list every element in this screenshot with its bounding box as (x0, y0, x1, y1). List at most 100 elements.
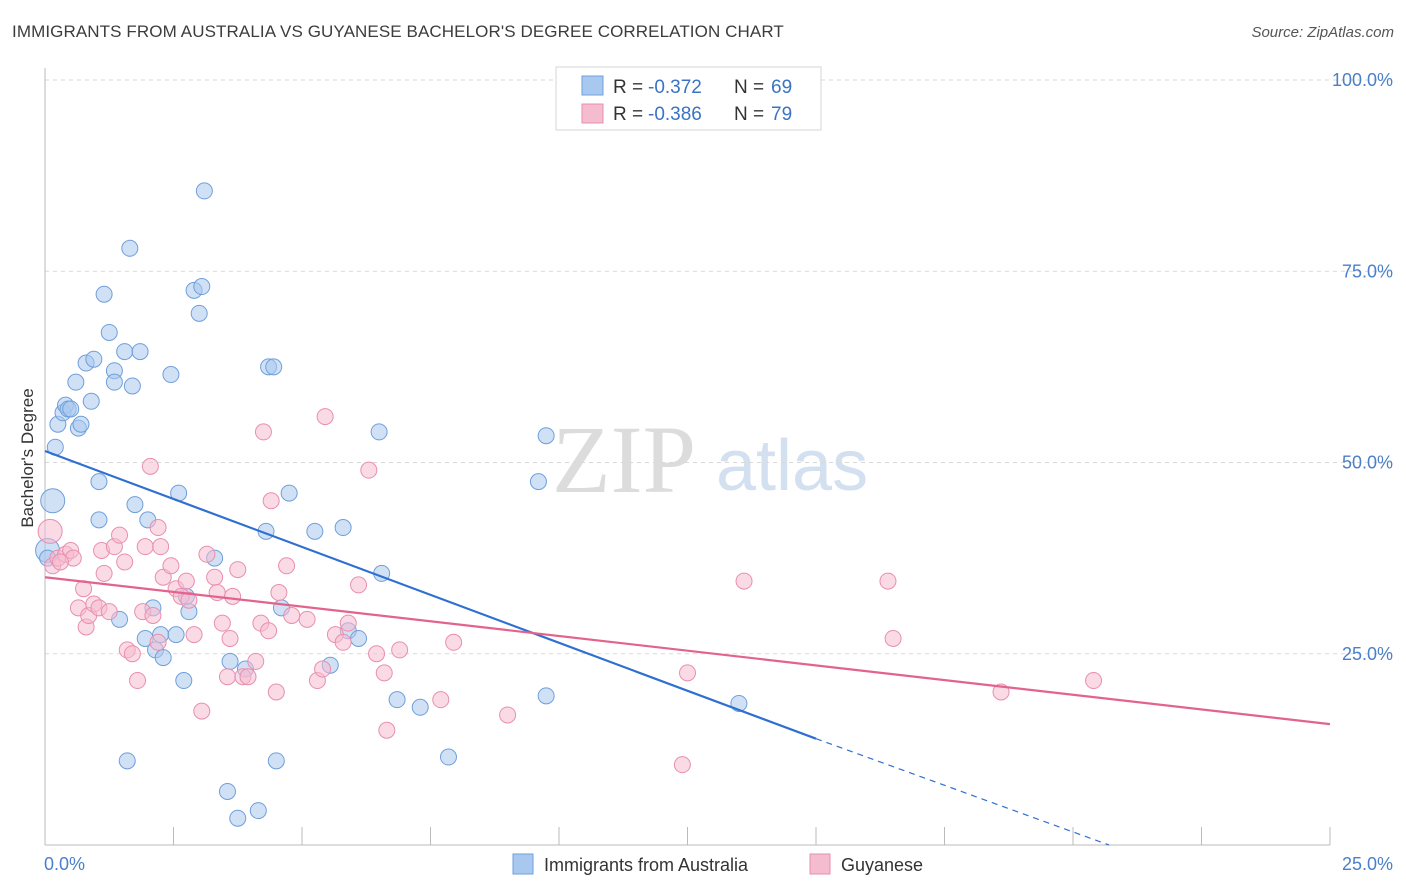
point-guyanese (254, 423, 272, 441)
point-guyanese (149, 633, 167, 651)
point-immigrants-from-australia (131, 343, 149, 361)
point-immigrants-from-australia (82, 392, 100, 410)
point-immigrants-from-australia (167, 626, 185, 644)
point-immigrants-from-australia (40, 488, 66, 514)
point-guyanese (339, 614, 357, 632)
point-guyanese (314, 660, 332, 678)
point-guyanese (679, 664, 696, 682)
legend-n-label-pink: N = (734, 104, 764, 125)
point-immigrants-from-australia (350, 629, 368, 647)
point-immigrants-from-australia (229, 809, 247, 827)
point-immigrants-from-australia (190, 304, 208, 322)
point-guyanese (360, 461, 378, 479)
point-immigrants-from-australia (265, 358, 283, 376)
point-guyanese (375, 664, 393, 682)
point-guyanese (247, 652, 265, 670)
point-guyanese (111, 526, 129, 544)
bottom-legend-label-blue: Immigrants from Australia (544, 855, 749, 875)
point-immigrants-from-australia (90, 473, 108, 491)
point-guyanese (198, 545, 216, 563)
legend-n-label-blue: N = (734, 77, 764, 98)
point-guyanese (221, 629, 239, 647)
top-legend: R = -0.372 N = 69 R = -0.386 N = 79 (555, 66, 822, 131)
point-guyanese (283, 607, 301, 624)
point-guyanese (136, 538, 154, 556)
point-immigrants-from-australia (529, 473, 547, 491)
point-immigrants-from-australia (105, 373, 123, 391)
point-immigrants-from-australia (193, 278, 211, 296)
legend-r-value-pink: -0.386 (648, 104, 702, 125)
source-label: Source: ZipAtlas.com (1251, 24, 1394, 41)
bottom-legend-swatch-pink (809, 853, 831, 875)
grid-lines (45, 79, 1392, 655)
point-immigrants-from-australia (537, 427, 555, 445)
point-guyanese (368, 645, 386, 663)
point-guyanese (735, 572, 753, 590)
point-guyanese (499, 706, 517, 724)
legend-r-label-blue: R = (613, 77, 643, 98)
point-guyanese (218, 668, 236, 686)
point-guyanese (129, 672, 147, 690)
point-guyanese (260, 622, 278, 640)
point-guyanese (51, 553, 69, 571)
x-tick-label-min: 0.0% (44, 854, 85, 874)
point-guyanese (206, 568, 224, 586)
point-immigrants-from-australia (439, 748, 457, 766)
point-immigrants-from-australia (411, 698, 429, 716)
legend-n-value-blue: 69 (771, 77, 792, 98)
point-immigrants-from-australia (175, 672, 193, 690)
point-guyanese (100, 603, 118, 621)
point-guyanese (144, 607, 162, 624)
point-immigrants-from-australia (221, 652, 239, 670)
y-tick-label: 25.0% (1342, 644, 1393, 664)
trend-line-guyanese (44, 576, 1331, 726)
bottom-legend-label-pink: Guyanese (841, 855, 923, 875)
point-guyanese (185, 626, 203, 644)
trend-line-immigrants-from-australia (44, 449, 817, 740)
chart-title: IMMIGRANTS FROM AUSTRALIA VS GUYANESE BA… (12, 22, 784, 41)
point-guyanese (95, 564, 113, 582)
point-immigrants-from-australia (537, 687, 555, 705)
point-immigrants-from-australia (267, 752, 285, 770)
point-guyanese (884, 629, 902, 647)
point-immigrants-from-australia (154, 649, 172, 667)
point-guyanese (350, 576, 368, 594)
point-guyanese (239, 668, 257, 686)
legend-r-label-pink: R = (613, 104, 643, 125)
legend-r-value-blue: -0.372 (648, 77, 702, 98)
point-immigrants-from-australia (121, 239, 139, 257)
point-immigrants-from-australia (95, 285, 113, 303)
point-immigrants-from-australia (72, 415, 90, 433)
point-guyanese (1085, 672, 1103, 690)
point-guyanese (180, 591, 198, 609)
point-guyanese (213, 614, 231, 632)
point-guyanese (152, 538, 170, 556)
point-guyanese (278, 557, 296, 575)
legend-n-value-pink: 79 (771, 104, 792, 125)
point-immigrants-from-australia (116, 343, 134, 361)
series-guyanese (37, 408, 1103, 774)
watermark-zip: ZIP (552, 406, 696, 513)
point-guyanese (378, 721, 396, 739)
point-immigrants-from-australia (334, 519, 352, 537)
point-immigrants-from-australia (85, 350, 103, 368)
point-guyanese (262, 492, 280, 510)
bottom-legend: Immigrants from Australia Guyanese (512, 853, 923, 875)
point-immigrants-from-australia (126, 496, 144, 514)
point-guyanese (879, 572, 897, 590)
point-guyanese (391, 641, 409, 659)
point-guyanese (177, 572, 195, 590)
point-guyanese (229, 561, 247, 579)
x-ticks (44, 827, 1331, 845)
point-guyanese (673, 756, 691, 774)
point-immigrants-from-australia (249, 802, 267, 820)
point-guyanese (141, 457, 159, 475)
point-guyanese (298, 610, 316, 628)
y-axis-title: Bachelor's Degree (18, 388, 37, 527)
legend-swatch-pink (581, 103, 604, 124)
point-guyanese (224, 587, 242, 605)
watermark-atlas: atlas (716, 426, 868, 506)
x-tick-label-max: 25.0% (1342, 854, 1393, 874)
point-immigrants-from-australia (100, 323, 118, 341)
